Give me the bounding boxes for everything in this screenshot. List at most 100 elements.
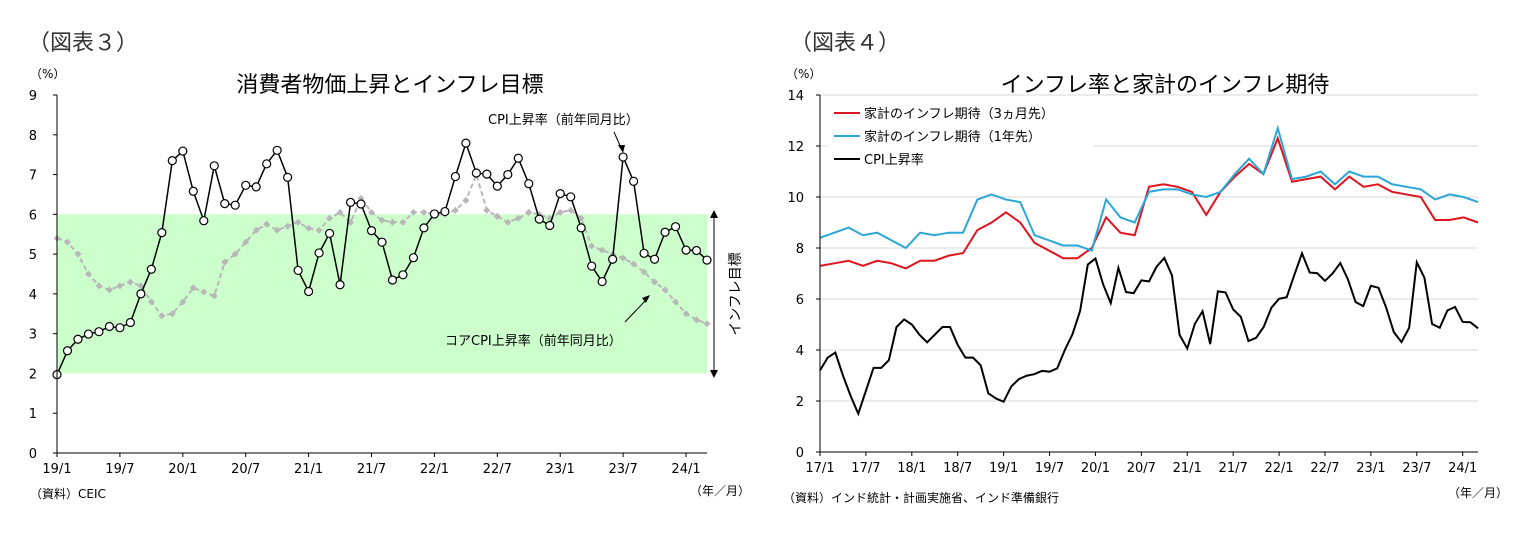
core-cpi-point — [504, 218, 512, 226]
cpi-point — [702, 255, 712, 265]
cpi-point — [461, 138, 471, 148]
core-cpi-point — [221, 258, 229, 266]
right-chart-title: インフレ率と家計のインフレ期待 — [1001, 73, 1330, 98]
left-x-tick-label: 24/1 — [671, 462, 700, 477]
left-y-tick-label: 2 — [29, 367, 37, 382]
cpi-point — [618, 152, 628, 162]
core-cpi-point — [147, 298, 155, 306]
cpi-point — [220, 198, 230, 209]
cpi-point — [524, 179, 534, 189]
right-y-tick-label: 14 — [787, 89, 804, 104]
cpi-point — [608, 254, 618, 264]
left-x-tick-label: 23/1 — [546, 462, 575, 477]
cpi-point — [629, 176, 639, 186]
cpi-point — [251, 182, 261, 192]
core-cpi-point — [703, 320, 711, 328]
core-cpi-point — [231, 250, 239, 258]
left-x-tick-label: 22/7 — [483, 462, 512, 477]
cpi-point — [408, 253, 419, 263]
cpi-point — [576, 223, 586, 233]
core-cpi-point — [252, 226, 260, 234]
cpi-point — [398, 270, 408, 280]
cpi-point — [377, 237, 387, 247]
core-cpi-point — [630, 260, 638, 268]
cpi-line-right — [819, 250, 1479, 417]
legend-label-exp1y: 家計のインフレ期待（1年先） — [864, 129, 1041, 145]
cpi-point — [345, 197, 356, 207]
left-y-tick-label: 7 — [29, 169, 37, 184]
core-annotation: コアCPI上昇率（前年同月比） — [445, 333, 622, 349]
right-y-tick-label: 6 — [796, 293, 804, 308]
right-x-tick-label: 17/1 — [805, 461, 834, 476]
cpi-point — [555, 189, 565, 199]
left-y-tick-label: 5 — [29, 248, 37, 263]
cpi-point — [146, 264, 156, 274]
right-y-tick-label: 8 — [796, 242, 804, 257]
left-y-tick-label: 8 — [29, 129, 37, 144]
core-cpi-point — [305, 224, 313, 232]
cpi-point — [440, 206, 450, 217]
core-cpi-point — [693, 316, 701, 324]
core-cpi-point — [451, 206, 459, 214]
cpi-point — [566, 192, 576, 202]
cpi-point — [492, 181, 502, 191]
cpi-point — [188, 186, 198, 196]
core-cpi-point — [378, 216, 386, 224]
left-y-tick-label: 6 — [29, 208, 37, 223]
cpi-point — [649, 254, 660, 264]
target-bracket-arrow-bottom — [710, 370, 718, 378]
left-x-tick-label: 21/1 — [294, 462, 323, 477]
legend-box — [828, 100, 1094, 172]
right-x-tick-label: 23/1 — [1356, 461, 1385, 476]
left-unit-label: （%） — [30, 67, 65, 81]
cpi-annotation-arrowhead — [618, 145, 625, 153]
cpi-point — [62, 346, 73, 356]
core-cpi-point — [588, 242, 596, 250]
right-x-tick-label: 21/7 — [1219, 461, 1248, 476]
right-x-tick-label: 24/1 — [1448, 461, 1477, 476]
left-y-tick-label: 4 — [29, 288, 37, 303]
core-cpi-point — [672, 298, 680, 306]
right-y-tick-label: 10 — [787, 191, 804, 206]
cpi-point — [241, 180, 251, 190]
core-cpi-point — [273, 226, 281, 234]
left-y-tick-label: 1 — [29, 407, 37, 422]
cpi-point — [83, 329, 94, 339]
core-cpi-point — [368, 208, 376, 216]
core-cpi-point — [116, 282, 124, 290]
core-cpi-point — [105, 286, 113, 294]
right-unit-label: （%） — [786, 67, 821, 81]
cpi-point — [304, 286, 314, 297]
core-cpi-point — [200, 288, 208, 296]
right-x-tick-label: 17/7 — [851, 461, 880, 476]
right-y-tick-label: 4 — [796, 344, 804, 359]
core-cpi-point — [420, 208, 428, 216]
right-legend: 家計のインフレ期待（3ヵ月先） 家計のインフレ期待（1年先） CPI上昇率 — [828, 100, 1094, 172]
core-cpi-point — [74, 250, 82, 258]
core-cpi-point — [84, 270, 92, 278]
cpi-point — [587, 261, 597, 271]
cpi-point — [545, 220, 555, 231]
cpi-point — [314, 248, 324, 258]
core-cpi-point — [493, 212, 501, 220]
left-y-tick-label: 0 — [29, 447, 37, 462]
cpi-point — [660, 227, 670, 237]
cpi-point — [272, 145, 282, 155]
core-cpi-point — [315, 226, 323, 234]
right-y-tick-label: 12 — [787, 140, 804, 155]
cpi-point — [167, 156, 177, 166]
core-cpi-point — [388, 218, 396, 226]
core-annotation-arrow — [624, 297, 649, 323]
core-cpi-point — [179, 298, 187, 306]
right-x-tick-label: 20/7 — [1127, 461, 1156, 476]
right-figure-label: （図表４） — [790, 31, 900, 56]
core-cpi-point — [242, 238, 250, 246]
cpi-point — [293, 265, 303, 276]
cpi-point — [199, 216, 209, 226]
core-cpi-point — [483, 206, 491, 214]
left-chart-title: 消費者物価上昇とインフレ目標 — [236, 73, 543, 98]
left-figure-label: （図表３） — [28, 31, 138, 56]
cpi-point — [419, 223, 429, 233]
cpi-point — [136, 289, 146, 299]
